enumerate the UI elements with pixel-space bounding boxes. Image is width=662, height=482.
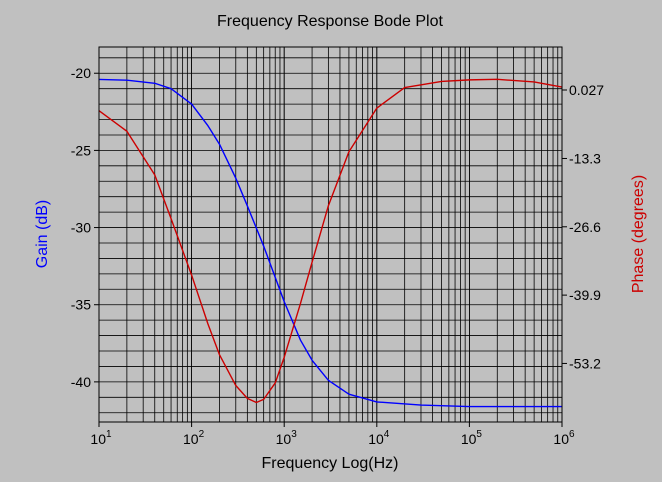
left-tick-label: -25 [71,142,91,158]
left-tick-label: -40 [71,374,91,390]
right-tick-label: -26.6 [569,219,601,235]
x-tick-label: 103 [276,429,298,447]
right-axis-ticks: 0.027 -13.3 -26.6 -39.9 -53.2 [562,82,604,371]
left-tick-label: -20 [71,65,91,81]
left-tick-label: -30 [71,220,91,236]
chart-title: Frequency Response Bode Plot [217,13,443,30]
right-tick-label: -53.2 [569,355,601,371]
plot-frame [98,46,563,423]
grid-lines [98,47,563,422]
right-tick-label: -13.3 [569,150,601,166]
x-tick-label: 106 [553,429,575,447]
data-series [98,78,563,408]
plot-area [99,47,562,422]
y-axis-label-right: Phase (degrees) [630,175,647,293]
y-axis-label-left: Gain (dB) [34,200,51,268]
left-axis-ticks: -20 -25 -30 -35 -40 [71,65,99,390]
gain-series-line [98,78,562,408]
left-tick-label: -35 [71,297,91,313]
x-tick-label: 102 [183,429,205,447]
x-axis-label: Frequency Log(Hz) [262,455,399,472]
x-tick-label: 105 [461,429,483,447]
right-tick-label: 0.027 [569,82,604,98]
x-tick-label: 101 [90,429,112,447]
right-tick-label: -39.9 [569,287,601,303]
x-tick-label: 104 [368,429,390,447]
x-axis-ticks: 101 102 103 104 105 106 [90,422,575,447]
phase-series-line [98,78,563,404]
